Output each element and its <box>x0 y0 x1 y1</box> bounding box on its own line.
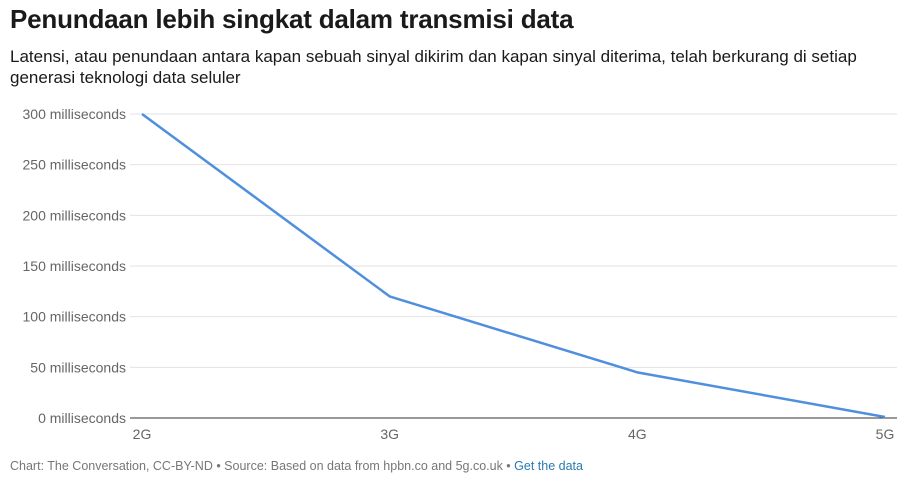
y-tick-label: 200 milliseconds <box>23 207 127 223</box>
y-tick-label: 100 milliseconds <box>23 309 127 325</box>
series-line <box>141 112 886 419</box>
y-tick-label: 300 milliseconds <box>23 106 127 122</box>
y-tick-label: 150 milliseconds <box>23 258 127 274</box>
y-tick-label: 250 milliseconds <box>23 157 127 173</box>
x-tick-label: 3G <box>380 426 399 442</box>
y-tick-label: 0 milliseconds <box>38 410 126 426</box>
footer-credit: Chart: The Conversation, CC-BY-ND • Sour… <box>10 459 515 473</box>
chart-footer: Chart: The Conversation, CC-BY-ND • Sour… <box>10 459 583 473</box>
x-tick-label: 5G <box>876 426 895 442</box>
x-tick-label: 2G <box>133 426 152 442</box>
chart-title: Penundaan lebih singkat dalam transmisi … <box>10 4 574 34</box>
x-tick-label: 4G <box>628 426 647 442</box>
y-tick-label: 50 milliseconds <box>30 359 126 375</box>
chart-subtitle: Latensi, atau penundaan antara kapan seb… <box>10 47 857 87</box>
get-the-data-link[interactable]: Get the data <box>514 459 583 473</box>
